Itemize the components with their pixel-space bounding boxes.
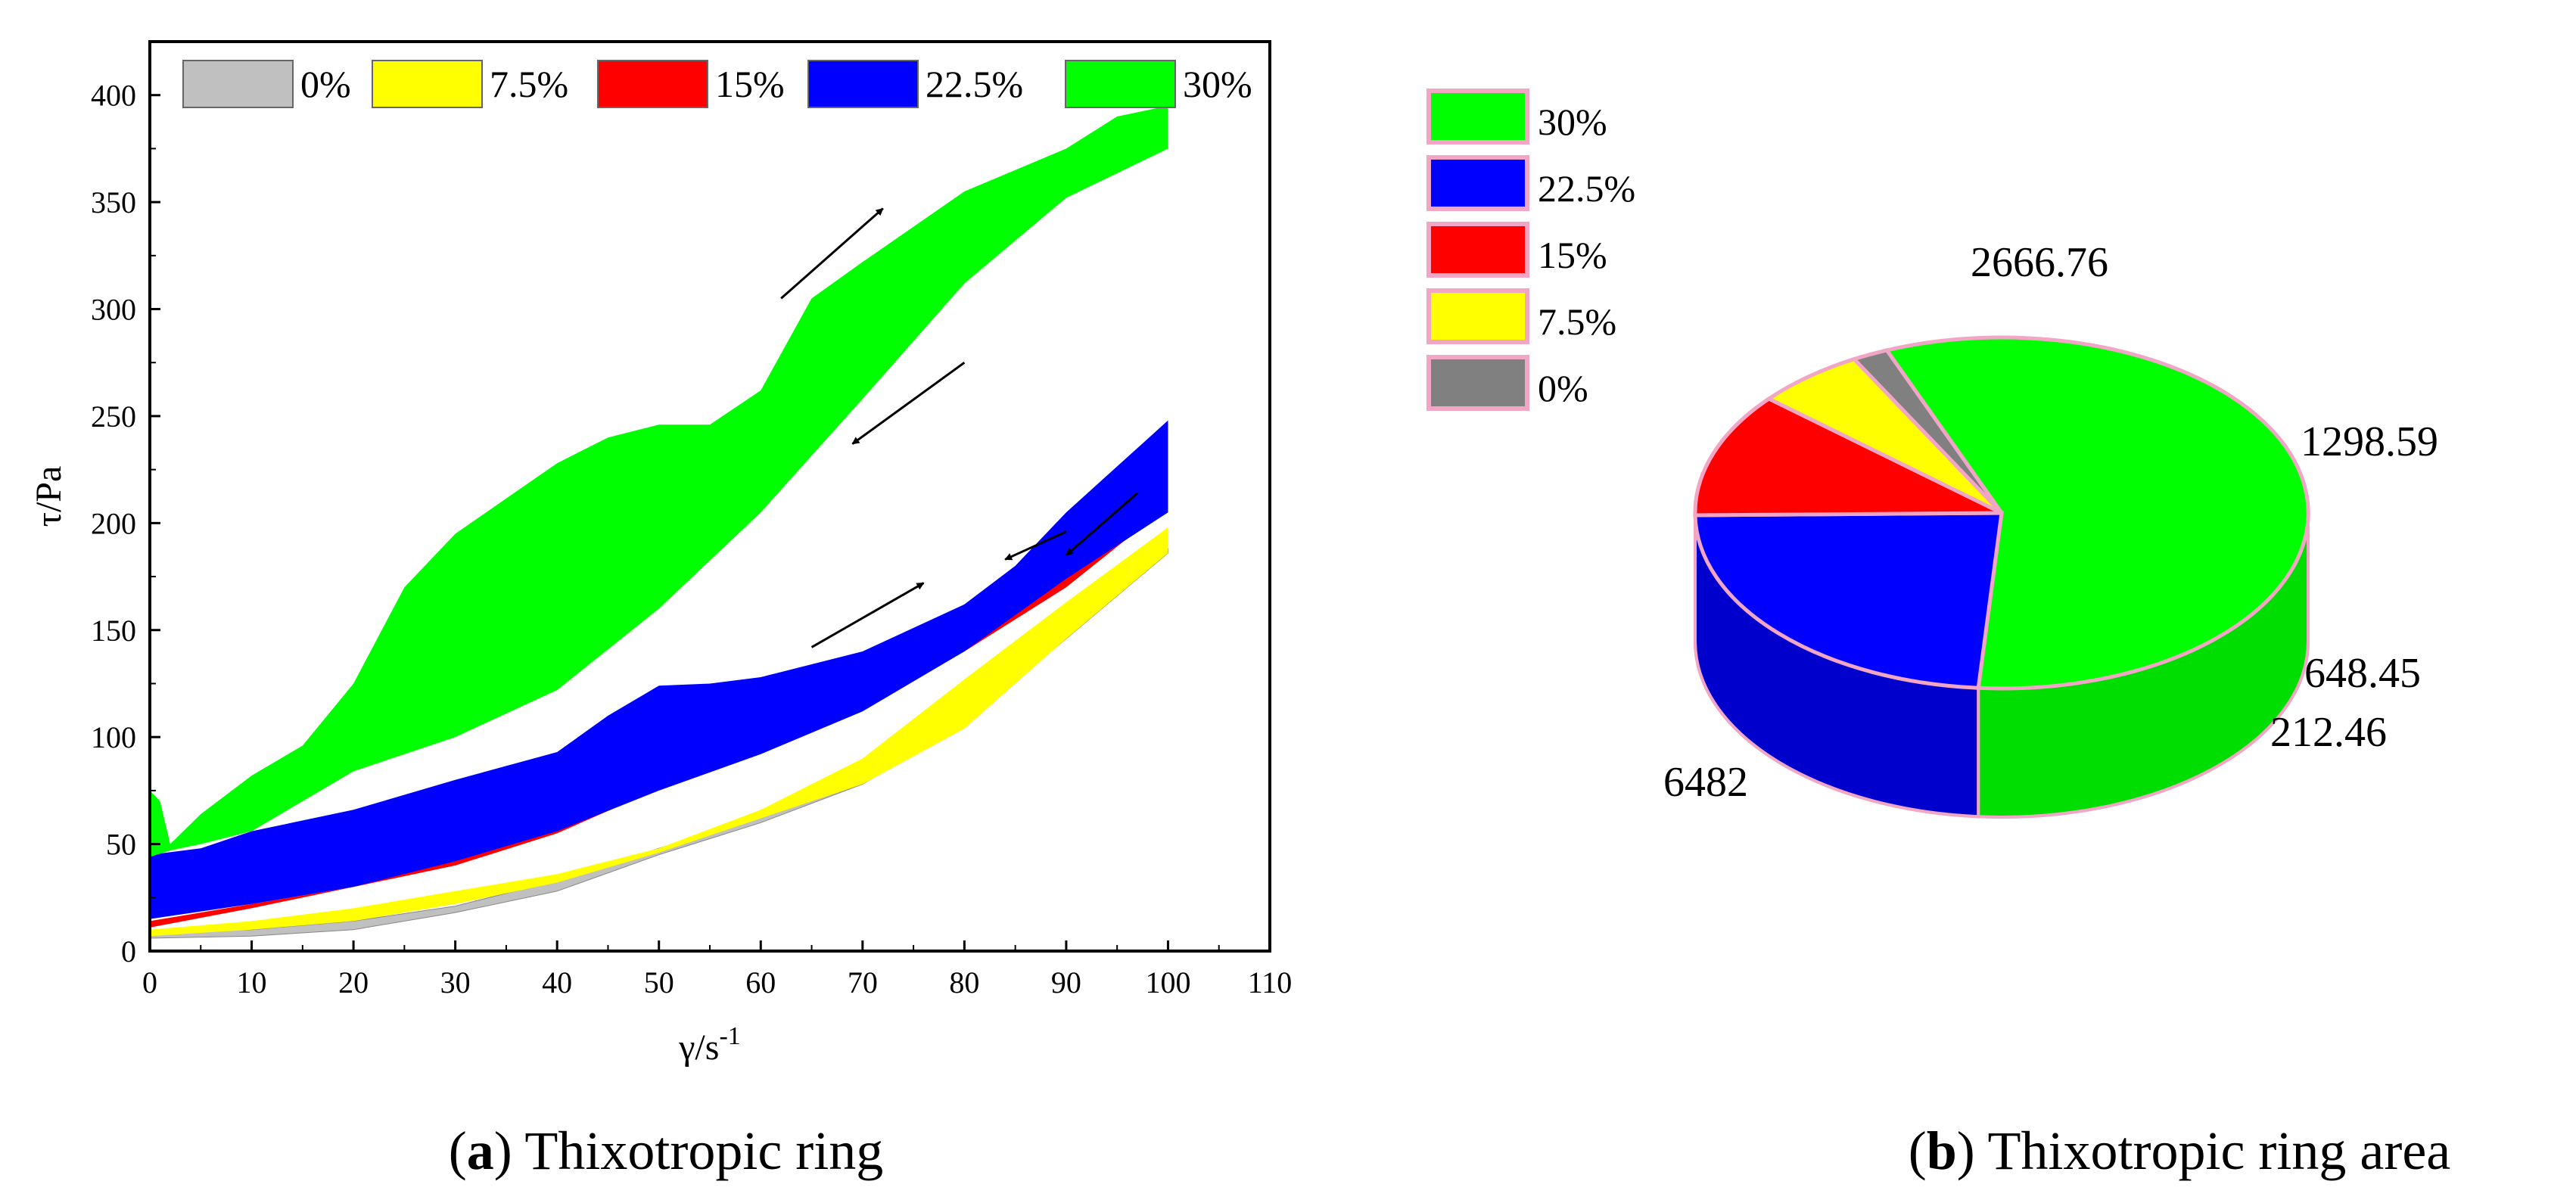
x-tick-label: 80 [949, 965, 979, 999]
x-tick-label: 30 [440, 965, 471, 999]
legend-label: 0% [300, 63, 351, 105]
legend-swatch [182, 60, 294, 108]
pie-3d [1693, 335, 2310, 819]
x-tick-label: 110 [1248, 965, 1293, 999]
caption-b: (b) Thixotropic ring area [1909, 1121, 2450, 1181]
legend-label: 15% [715, 63, 785, 105]
pie-legend-swatch [1426, 89, 1529, 145]
x-axis-ticks: 0 10 20 30 40 50 60 70 80 90 100 110 [142, 940, 1292, 999]
y-tick-label: 100 [91, 720, 136, 754]
pie-slice-15pct [1693, 396, 2003, 518]
pie-legend-label: 7.5% [1538, 300, 1616, 343]
y-tick-label: 300 [91, 293, 136, 327]
pie-slice-0pct [1850, 348, 2004, 514]
x-tick-label: 100 [1145, 965, 1190, 999]
legend-label: 22.5% [926, 63, 1023, 105]
pie-value-label: 648.45 [2304, 650, 2421, 697]
x-tick-label: 10 [237, 965, 267, 999]
y-tick-label: 400 [91, 79, 136, 113]
y-axis-ticks: 0 50 100 150 200 250 300 350 400 [91, 41, 160, 968]
legend-item: 0% [182, 60, 351, 108]
pie-value-labels: 6482 2666.76 1298.59 648.45 212.46 [1663, 239, 2438, 806]
x-tick-label: 0 [142, 965, 157, 999]
direction-arrows [780, 207, 1139, 648]
pie-legend-swatch [1426, 222, 1529, 278]
x-tick-label: 20 [338, 965, 369, 999]
pie-bottom-rim [1694, 641, 2310, 819]
pie-legend-swatch [1426, 288, 1529, 344]
legend-item: 7.5% [372, 60, 568, 108]
y-tick-label: 50 [106, 828, 136, 862]
pie-value-label: 1298.59 [2301, 418, 2438, 465]
legend-item: 30% [1065, 60, 1252, 108]
pie-legend-label: 30% [1538, 101, 1607, 143]
panel-b-chart: 30% 22.5% 15% 7.5% 0% 6482 2666.76 1298.59 648.… [1426, 89, 2438, 819]
x-tick-label: 50 [644, 965, 674, 999]
pie-slice-22-5pct [1693, 511, 2004, 690]
direction-arrow [851, 362, 966, 445]
x-tick-label: 90 [1051, 965, 1081, 999]
pie-legend-item: 22.5% [1426, 155, 1635, 211]
legend-item: 15% [597, 60, 785, 108]
legend-label: 7.5% [490, 63, 568, 105]
pie-value-label: 2666.76 [1971, 239, 2108, 286]
y-tick-label: 150 [91, 614, 136, 648]
y-tick-label: 0 [121, 934, 136, 968]
area-series-30pct [150, 105, 1168, 857]
chart-legend: 0% 7.5% 15% 22.5% 30% [182, 60, 1252, 108]
direction-arrow [1004, 530, 1067, 561]
legend-swatch [807, 60, 919, 108]
pie-legend: 30% 22.5% 15% 7.5% 0% [1426, 89, 1635, 411]
y-tick-label: 200 [91, 506, 136, 540]
caption-a: (a) Thixotropic ring [449, 1121, 884, 1181]
x-axis-label: γ/s-1 [678, 1022, 741, 1068]
y-tick-label: 250 [91, 399, 136, 434]
pie-value-label: 212.46 [2270, 709, 2387, 756]
x-tick-label: 70 [848, 965, 878, 999]
pie-legend-item: 30% [1426, 89, 1607, 145]
legend-swatch [372, 60, 483, 108]
pie-legend-item: 15% [1426, 222, 1607, 278]
direction-arrow [810, 582, 925, 648]
pie-legend-item: 7.5% [1426, 288, 1616, 344]
panel-a-chart: 0 10 20 30 40 50 60 70 80 90 100 110 0 50 100 150 200 25… [29, 40, 1292, 1068]
pie-legend-label: 0% [1538, 367, 1588, 409]
pie-legend-item: 0% [1426, 355, 1588, 411]
pie-legend-swatch [1426, 155, 1529, 211]
x-tick-label: 40 [542, 965, 572, 999]
area-series-group [149, 105, 1168, 939]
pie-legend-swatch [1426, 355, 1529, 411]
pie-legend-label: 15% [1538, 234, 1607, 276]
pie-slice-30pct [1884, 335, 2310, 691]
y-axis-label: τ/Pa [29, 466, 69, 527]
legend-swatch [1065, 60, 1176, 108]
pie-value-label: 6482 [1663, 759, 1748, 806]
pie-legend-label: 22.5% [1538, 167, 1635, 210]
legend-item: 22.5% [807, 60, 1023, 108]
legend-label: 30% [1183, 63, 1252, 105]
area-series-22-5pct [150, 420, 1168, 919]
direction-arrow [780, 207, 884, 300]
legend-swatch [597, 60, 708, 108]
x-tick-label: 60 [745, 965, 776, 999]
y-tick-label: 350 [91, 185, 136, 219]
direction-arrow [1065, 492, 1139, 556]
